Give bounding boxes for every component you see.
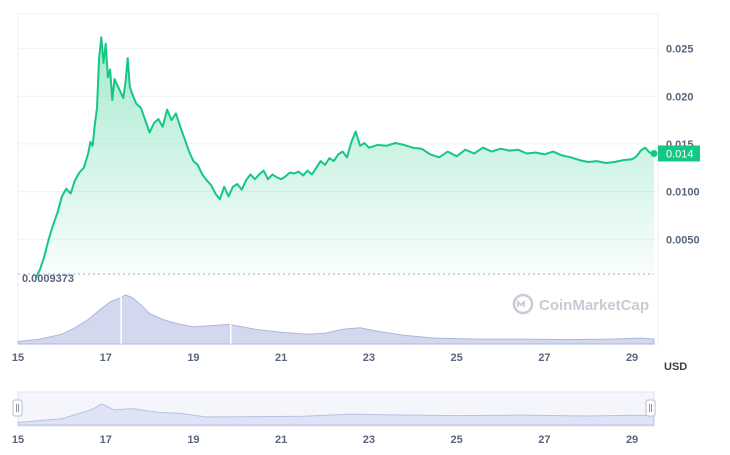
y-tick-label: 0.0050 xyxy=(666,234,700,246)
x-tick-label: 17 xyxy=(100,352,112,364)
navigator-tick-label: 15 xyxy=(12,434,24,446)
navigator-tick-label: 25 xyxy=(450,434,462,446)
volume-series xyxy=(17,294,655,345)
price-area-fill xyxy=(35,37,654,279)
x-tick-label: 29 xyxy=(626,352,638,364)
navigator-tick-label: 21 xyxy=(275,434,287,446)
navigator-right-handle[interactable] xyxy=(645,399,656,417)
min-price-label: 0.0009373 xyxy=(22,273,74,285)
navigator-tick-label: 29 xyxy=(626,434,638,446)
navigator-tick-label: 19 xyxy=(187,434,199,446)
x-tick-label: 19 xyxy=(187,352,199,364)
coinmarketcap-logo-icon xyxy=(512,293,534,315)
navigator-tick-label: 27 xyxy=(538,434,550,446)
x-tick-label: 21 xyxy=(275,352,287,364)
y-tick-label: 0.025 xyxy=(666,44,694,56)
volume-area xyxy=(17,294,655,345)
y-tick-label: 0.0100 xyxy=(666,187,700,199)
last-price-dot xyxy=(650,149,658,157)
brand-label: CoinMarketCap xyxy=(539,297,649,314)
x-tick-label: 27 xyxy=(538,352,550,364)
y-tick-label: 0.020 xyxy=(666,91,694,103)
x-tick-label: 25 xyxy=(450,352,462,364)
navigator-tick-label: 17 xyxy=(100,434,112,446)
x-tick-label: 23 xyxy=(363,352,375,364)
range-navigator[interactable] xyxy=(17,391,655,427)
last-price-badge xyxy=(658,145,700,162)
coinmarketcap-watermark: CoinMarketCap xyxy=(512,293,649,315)
navigator-left-handle[interactable] xyxy=(12,399,23,417)
navigator-x-axis-ticks: 15 17 19 21 23 25 27 29 xyxy=(12,434,638,446)
x-tick-label: 15 xyxy=(12,352,24,364)
x-axis-ticks: 15 17 19 21 23 25 27 29 xyxy=(12,352,638,364)
currency-label: USD xyxy=(664,361,687,373)
navigator-series xyxy=(17,403,655,426)
navigator-tick-label: 23 xyxy=(363,434,375,446)
last-price-label: 0.014 xyxy=(666,148,694,160)
price-line xyxy=(34,36,655,279)
price-area xyxy=(34,36,655,279)
last-price-tag: 0.014 xyxy=(650,145,700,162)
